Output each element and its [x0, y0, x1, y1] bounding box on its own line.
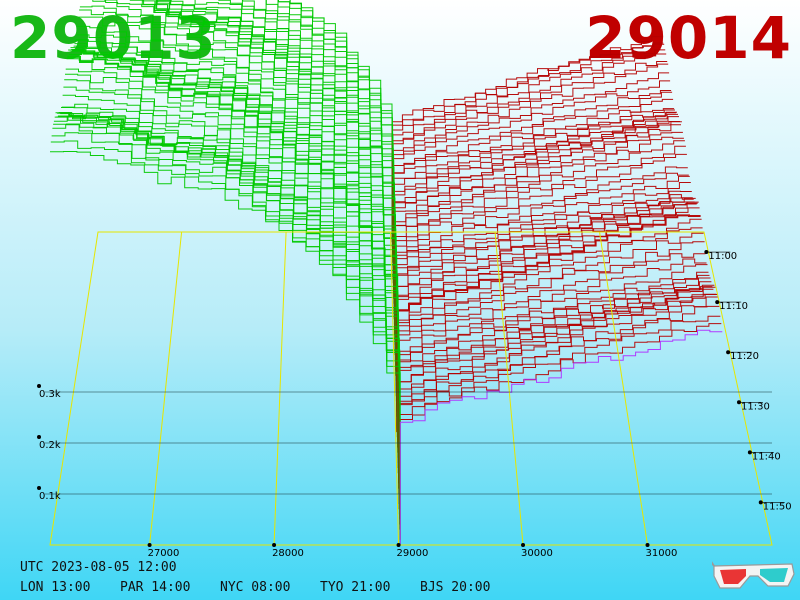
ask-depth-line — [399, 294, 718, 520]
ask-depth-line — [392, 72, 670, 268]
bid-depth-line — [58, 112, 400, 489]
time-tick-label: 11:20 — [730, 351, 759, 362]
ask-depth-line — [397, 271, 709, 474]
chart-floor-outline — [49, 231, 773, 546]
timezone-lon: LON 13:00 — [20, 580, 91, 595]
ask-depth-line — [399, 315, 721, 535]
price-tick-marker — [147, 543, 152, 547]
volume-tick-marker — [37, 384, 42, 388]
timezone-nyc: NYC 08:00 — [220, 580, 291, 595]
price-tick-label: 28000 — [272, 548, 304, 559]
utc-label: UTC 2023-08-05 12:00 — [20, 560, 177, 575]
ask-depth-line — [394, 136, 684, 345]
ask-depth-line — [393, 98, 674, 289]
ask-depth-line — [396, 214, 701, 433]
ask-depth-line — [391, 49, 666, 248]
price-tick-marker — [396, 543, 401, 547]
ask-depth-line — [397, 241, 705, 453]
bid-depth-line — [75, 39, 397, 381]
ask-depth-line — [396, 218, 702, 438]
ask-depth-line — [398, 288, 714, 499]
timezone-par: PAR 14:00 — [120, 580, 191, 595]
bid-depth-line — [61, 107, 399, 474]
ask-depth-line — [397, 264, 708, 468]
ask-depth-line — [399, 305, 720, 530]
price-tick-label: 31000 — [646, 548, 678, 559]
time-tick-label: 11:40 — [752, 451, 781, 462]
bid-depth-line — [76, 34, 397, 371]
time-tick-label: 11:30 — [741, 401, 770, 412]
price-tick-marker — [645, 543, 650, 547]
ask-depth-line — [398, 277, 711, 484]
ask-depth-line — [392, 63, 669, 263]
bid-depth-line — [60, 112, 399, 479]
ask-depth-line — [399, 296, 719, 525]
ask-depth-line — [393, 111, 677, 309]
ask-depth-line — [397, 253, 706, 458]
ask-depth-line — [399, 323, 722, 540]
ask-depth-line — [394, 121, 682, 335]
price-gridline — [149, 231, 183, 546]
ask-depth-line — [393, 113, 678, 315]
ask-depth-line — [394, 153, 687, 361]
ask-depth-line — [398, 281, 712, 489]
axis-labels: 27000 28000 29000 30000 31000 0.1k 0.2k 0.3k 11:… — [39, 251, 792, 559]
volume-tick-marker — [37, 486, 42, 490]
ask-depth-line — [393, 109, 675, 299]
ask-depth-line — [399, 329, 723, 545]
price-tick-marker — [521, 543, 526, 547]
ask-depth-line — [395, 190, 692, 386]
ask-depth-line — [394, 131, 683, 340]
price-tick-label: 27000 — [148, 548, 180, 559]
bid-depth-line — [51, 132, 401, 535]
ask-depth-line — [394, 145, 686, 356]
ask-depth-line — [394, 140, 685, 350]
ask-depth-line — [398, 286, 716, 510]
price-tick-label: 29000 — [397, 548, 429, 559]
timezone-tyo: TYO 21:00 — [320, 580, 391, 595]
ask-depth-line — [392, 61, 668, 258]
depth-surface — [50, 0, 723, 545]
ask-depth-line — [391, 43, 665, 243]
ask-depth-line — [399, 293, 717, 515]
3d-glasses-icon[interactable] — [712, 556, 796, 596]
volume-tick-marker — [37, 435, 42, 439]
price-tick-label: 30000 — [521, 548, 553, 559]
ask-depth-line — [395, 182, 691, 381]
price-gridline — [273, 231, 287, 546]
time-tick-label: 11:10 — [719, 301, 748, 312]
bid-depth-line — [50, 151, 401, 545]
ask-depth-line — [395, 175, 690, 376]
price-gridline — [599, 231, 649, 546]
ask-depth-line — [391, 36, 663, 232]
ask-depth-line — [392, 91, 673, 284]
timezone-bjs: BJS 20:00 — [420, 580, 491, 595]
ask-depth-line — [392, 80, 671, 273]
bid-depth-line — [50, 140, 401, 540]
time-tick-label: 11:50 — [763, 501, 792, 512]
ask-depth-line — [396, 201, 695, 402]
volume-tick-label: 0.3k — [39, 389, 61, 400]
price-gridline — [494, 231, 524, 546]
bid-depth-line — [54, 116, 400, 515]
ask-depth-line — [397, 232, 704, 448]
price-tick-marker — [272, 543, 277, 547]
bid-depth-line — [129, 0, 396, 335]
chart-axes — [37, 231, 785, 547]
ask-depth-line — [395, 172, 689, 371]
bid-depth-line — [265, 0, 394, 263]
ask-depth-line — [396, 203, 697, 412]
bid-depth-line — [77, 25, 396, 366]
time-tick-label: 11:00 — [708, 251, 737, 262]
bid-depth-line — [72, 49, 397, 397]
bid-depth-line — [70, 47, 398, 412]
price-gridline — [390, 231, 400, 546]
ask-depth-line — [391, 42, 664, 238]
ask-depth-line — [392, 53, 667, 253]
volume-tick-label: 0.1k — [39, 491, 61, 502]
volume-tick-label: 0.2k — [39, 440, 61, 451]
ask-depth-line — [397, 258, 707, 463]
ask-depth-line — [394, 121, 680, 325]
